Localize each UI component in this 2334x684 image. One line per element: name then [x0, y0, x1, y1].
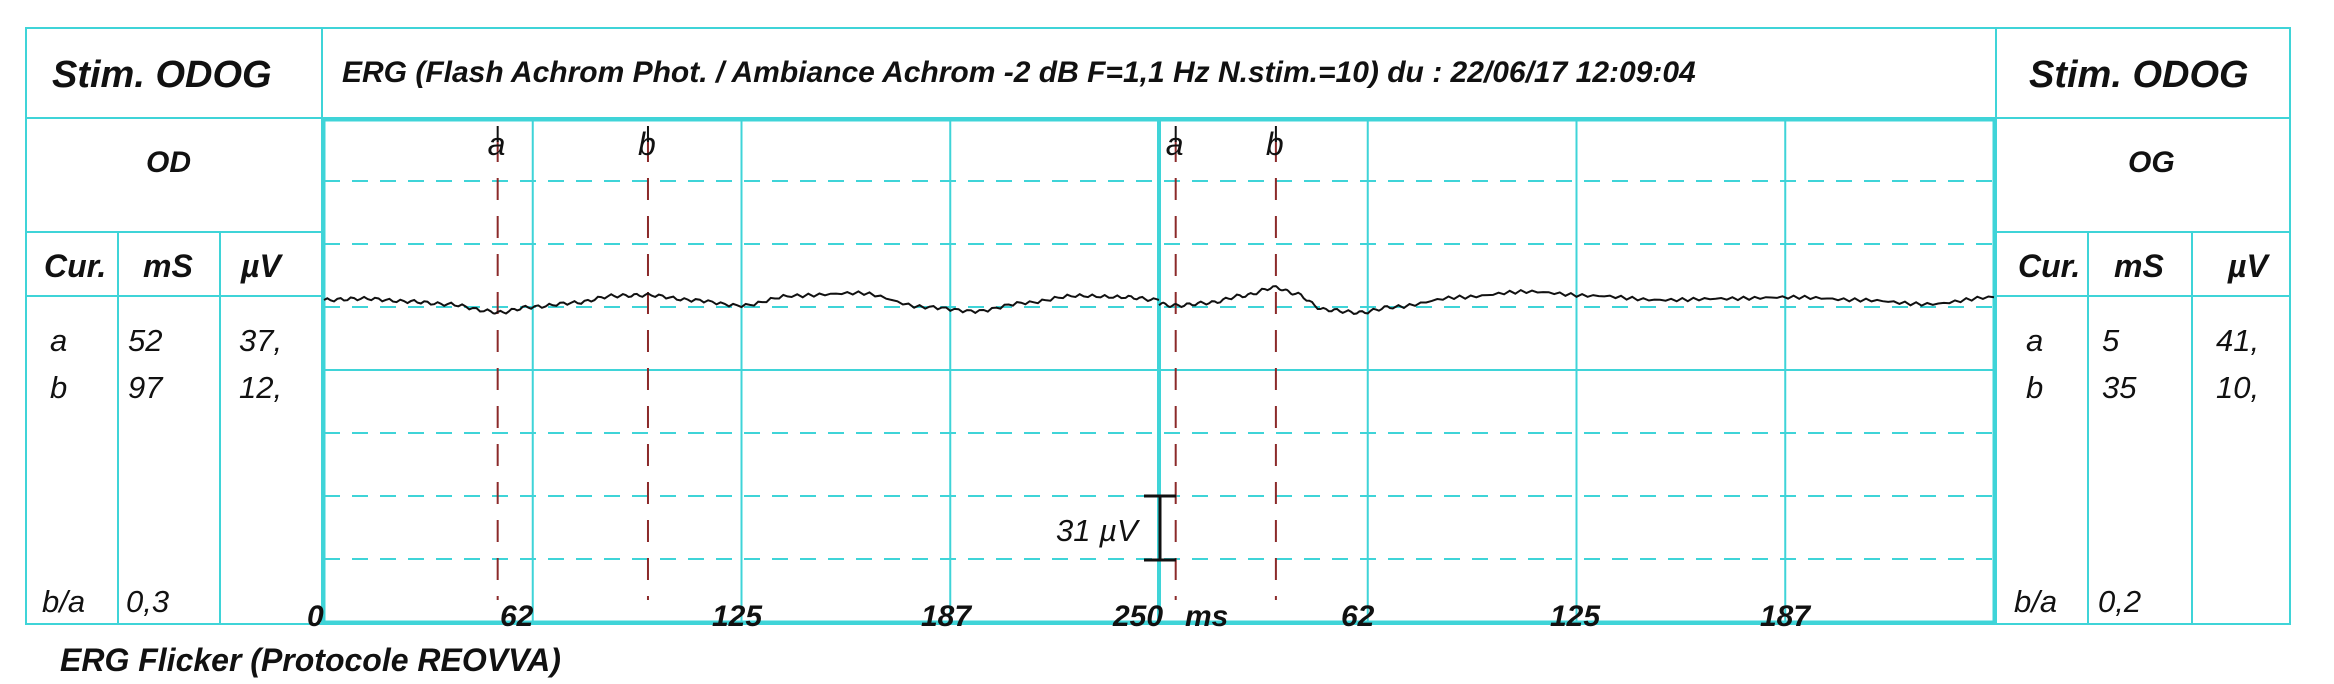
left-col-uv: µV: [241, 248, 281, 284]
right-col-cur: Cur.: [2018, 248, 2081, 284]
right-ratio-value: 0,2: [2098, 584, 2142, 619]
x-tick-label: 62: [1341, 600, 1375, 633]
left-eye-label: OD: [146, 146, 191, 179]
right-row-a-ms: 5: [2102, 323, 2120, 358]
scale-bar-label: 31 µV: [1056, 513, 1138, 548]
protocol-footer: ERG Flicker (Protocole REOVVA): [60, 642, 561, 678]
marker-label-b: b: [1266, 126, 1284, 162]
left-row-a-uv: 37,: [239, 323, 283, 358]
marker-label-a: a: [1166, 126, 1184, 162]
right-col-ms: mS: [2114, 248, 2164, 284]
right-row-b-cur: b: [2026, 370, 2044, 405]
x-tick-label: 187: [1760, 600, 1811, 633]
left-col-ms: mS: [143, 248, 193, 284]
right-eye-label: OG: [2128, 146, 2175, 179]
x-tick-label: 62: [500, 600, 534, 633]
left-col-cur: Cur.: [44, 248, 107, 284]
x-tick-label: 187: [921, 600, 972, 633]
right-row-b-ms: 35: [2102, 370, 2137, 405]
left-ratio-value: 0,3: [126, 584, 170, 619]
right-stim-title: Stim. ODOG: [2029, 54, 2249, 96]
erg-trace-OG: [1158, 285, 1995, 315]
erg-trace-OD: [323, 290, 1160, 315]
right-ratio-label: b/a: [2014, 584, 2058, 619]
chart-title: ERG (Flash Achrom Phot. / Ambiance Achro…: [342, 56, 1696, 89]
x-tick-label: 250: [1113, 600, 1164, 633]
marker-label-b: b: [638, 126, 656, 162]
right-row-b-uv: 10,: [2216, 370, 2260, 405]
x-tick-label: 0: [307, 600, 324, 633]
right-row-a-uv: 41,: [2216, 323, 2260, 358]
x-unit-label: ms: [1185, 600, 1229, 633]
left-row-b-uv: 12,: [239, 370, 283, 405]
right-col-uv: µV: [2228, 248, 2268, 284]
left-ratio-label: b/a: [42, 584, 86, 619]
right-row-a-cur: a: [2026, 323, 2044, 358]
marker-label-a: a: [488, 126, 506, 162]
left-row-a-cur: a: [50, 323, 68, 358]
left-row-b-ms: 97: [128, 370, 163, 405]
left-row-b-cur: b: [50, 370, 68, 405]
x-tick-label: 125: [712, 600, 763, 633]
x-tick-label: 125: [1550, 600, 1601, 633]
left-stim-title: Stim. ODOG: [52, 54, 272, 96]
outer-frame: [25, 27, 2291, 625]
left-row-a-ms: 52: [128, 323, 163, 358]
